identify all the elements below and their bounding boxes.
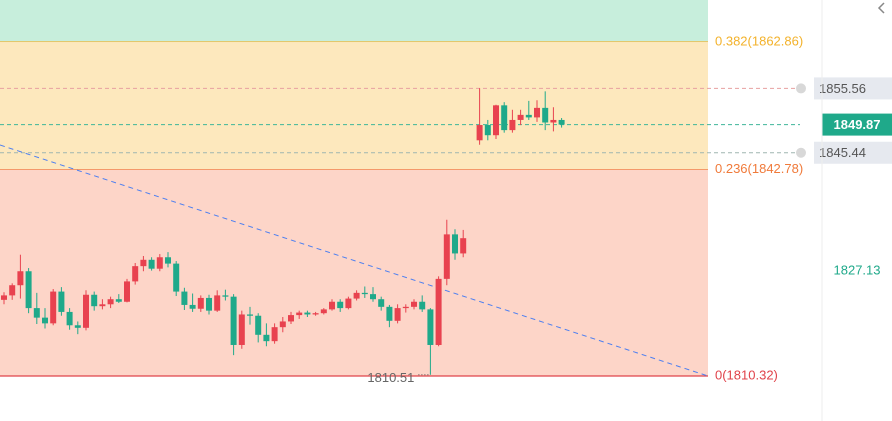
candle-body (9, 285, 16, 296)
fib-label: 0.382(1862.86) (715, 33, 803, 48)
trend-line (0, 144, 709, 377)
candle-body (493, 105, 499, 136)
candle-body (124, 281, 130, 302)
candle-body (337, 301, 344, 309)
candle-body (271, 327, 278, 342)
candle-body (140, 259, 147, 267)
candle-body (148, 259, 155, 269)
candle-body (427, 309, 434, 345)
fib-zone (0, 169, 708, 376)
candle-body (525, 114, 532, 118)
price-alert (796, 147, 806, 158)
candle-body (214, 295, 221, 311)
candle-body (542, 107, 549, 123)
candle-body (58, 291, 65, 312)
candle-body (419, 301, 426, 310)
candle-body (402, 306, 409, 309)
candle-body (296, 312, 303, 316)
candle-body (50, 291, 57, 324)
candle-body (558, 119, 565, 125)
candle-body (230, 296, 237, 345)
candle-body (345, 298, 352, 309)
candle-body (534, 107, 540, 118)
price-tag-label: 1855.56 (819, 81, 866, 96)
price-tag (814, 77, 892, 100)
candle-body (33, 308, 40, 318)
candle-body (279, 321, 286, 328)
candle-body (263, 334, 270, 342)
candle-body (378, 299, 385, 307)
candle-body (304, 312, 311, 315)
candle-body (517, 114, 524, 120)
fib-label: 0.236(1842.78) (715, 161, 803, 176)
candle-body (173, 263, 180, 292)
fib-label: 0(1810.32) (715, 367, 778, 382)
price-tag (814, 141, 892, 164)
axis-price-label: 1827.13 (834, 263, 881, 278)
candle-body (222, 295, 229, 297)
candle-body (320, 309, 327, 314)
candle-body (197, 297, 204, 309)
collapse-icon[interactable] (877, 2, 885, 14)
candle-body (353, 292, 360, 299)
candle-body (312, 313, 319, 315)
candle-body (1, 295, 7, 300)
candle-body (66, 311, 73, 326)
candle-body (165, 257, 171, 264)
candle-body (394, 308, 401, 321)
candle-body (460, 238, 467, 254)
price-tag-label: 1845.44 (819, 145, 866, 160)
candle-body (435, 278, 442, 345)
candle-body (83, 294, 89, 328)
price-tag-label: 1849.87 (834, 117, 881, 132)
candle-body (443, 234, 450, 279)
fib-zone (0, 42, 708, 170)
candle-body (91, 294, 98, 307)
candle-body (132, 266, 139, 282)
candle-body (99, 304, 106, 307)
fib-zone (0, 0, 708, 43)
candle-body (361, 292, 368, 295)
candle-body (206, 297, 212, 311)
candle-body (288, 315, 294, 322)
candle-body (238, 314, 245, 345)
candle-body (411, 301, 417, 307)
candle-body (484, 125, 491, 136)
candle-body (156, 257, 163, 269)
candle-body (452, 234, 458, 254)
price-tag (822, 113, 892, 136)
candle-body (17, 271, 24, 286)
candle-body (550, 119, 557, 123)
candle-body (181, 291, 188, 305)
candle-body (247, 314, 253, 316)
candle-body (329, 301, 335, 310)
candle-body (25, 271, 32, 309)
low-label: 1810.51 (367, 370, 414, 385)
candle-body (370, 294, 376, 300)
candle-body (386, 306, 393, 321)
candle-body (115, 299, 122, 302)
candle-body (501, 105, 508, 131)
candle-body (476, 125, 483, 141)
candle-body (509, 119, 516, 131)
candle-body (107, 299, 114, 305)
price-alert (796, 83, 806, 94)
candle-body (74, 325, 81, 328)
candle-body (255, 315, 262, 335)
candle-body (42, 317, 48, 324)
candle-body (189, 304, 196, 309)
